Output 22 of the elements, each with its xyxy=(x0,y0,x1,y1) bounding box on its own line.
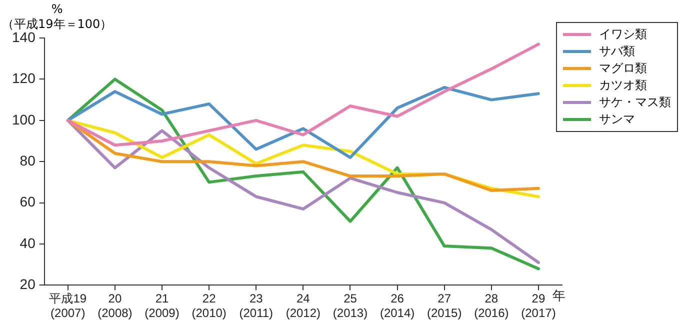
y-tick-label: 60 xyxy=(20,194,36,210)
y-tick-label: 20 xyxy=(20,276,36,292)
x-tick-label: 23 (2011) xyxy=(239,292,274,320)
x-tick-label: 28 (2016) xyxy=(474,292,509,320)
x-tick-label: 21 (2009) xyxy=(144,292,180,320)
x-tick-label: 24 (2012) xyxy=(286,292,321,320)
legend-label: マグロ類 xyxy=(599,60,647,77)
y-tick-label: 120 xyxy=(12,70,36,86)
x-tick-label: 平成19 (2007) xyxy=(49,292,87,320)
x-tick-label: 26 (2014) xyxy=(380,292,415,320)
legend-label: サンマ xyxy=(599,111,635,128)
legend-label: サバ類 xyxy=(599,43,635,60)
y-tick-label: 40 xyxy=(20,234,36,251)
legend-label: サケ・マス類 xyxy=(599,94,671,111)
x-tick-label: 27 (2015) xyxy=(427,292,462,320)
x-tick-label: 20 (2008) xyxy=(98,292,132,320)
legend-label: カツオ類 xyxy=(599,77,647,94)
y-tick-label: 100 xyxy=(12,111,36,128)
x-tick-label: 25 (2013) xyxy=(332,292,368,320)
x-tick-label: 22 (2010) xyxy=(192,292,226,320)
legend-label: イワシ類 xyxy=(599,26,647,43)
y-tick-label: 80 xyxy=(20,152,36,168)
